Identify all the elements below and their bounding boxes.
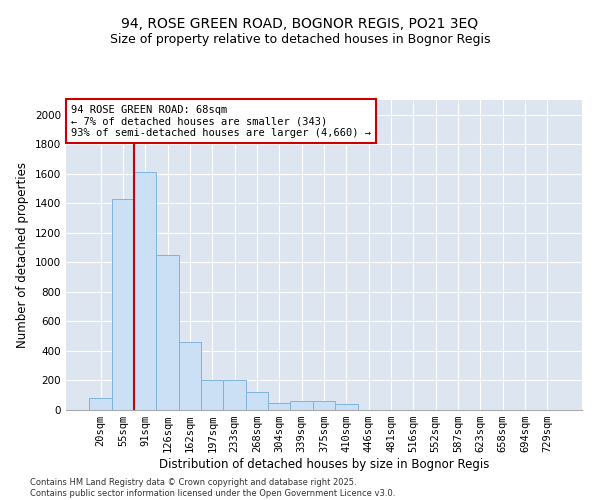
X-axis label: Distribution of detached houses by size in Bognor Regis: Distribution of detached houses by size … xyxy=(159,458,489,471)
Bar xyxy=(157,255,179,410)
Bar xyxy=(313,401,335,410)
Bar xyxy=(134,172,157,410)
Bar xyxy=(335,404,358,410)
Bar xyxy=(290,401,313,410)
Y-axis label: Number of detached properties: Number of detached properties xyxy=(16,162,29,348)
Text: 94, ROSE GREEN ROAD, BOGNOR REGIS, PO21 3EQ: 94, ROSE GREEN ROAD, BOGNOR REGIS, PO21 … xyxy=(121,18,479,32)
Bar xyxy=(179,342,201,410)
Text: 94 ROSE GREEN ROAD: 68sqm
← 7% of detached houses are smaller (343)
93% of semi-: 94 ROSE GREEN ROAD: 68sqm ← 7% of detach… xyxy=(71,104,371,138)
Text: Size of property relative to detached houses in Bognor Regis: Size of property relative to detached ho… xyxy=(110,32,490,46)
Bar xyxy=(223,380,246,410)
Bar xyxy=(89,398,112,410)
Bar xyxy=(246,392,268,410)
Bar xyxy=(201,380,223,410)
Bar xyxy=(112,199,134,410)
Bar xyxy=(268,402,290,410)
Text: Contains HM Land Registry data © Crown copyright and database right 2025.
Contai: Contains HM Land Registry data © Crown c… xyxy=(30,478,395,498)
